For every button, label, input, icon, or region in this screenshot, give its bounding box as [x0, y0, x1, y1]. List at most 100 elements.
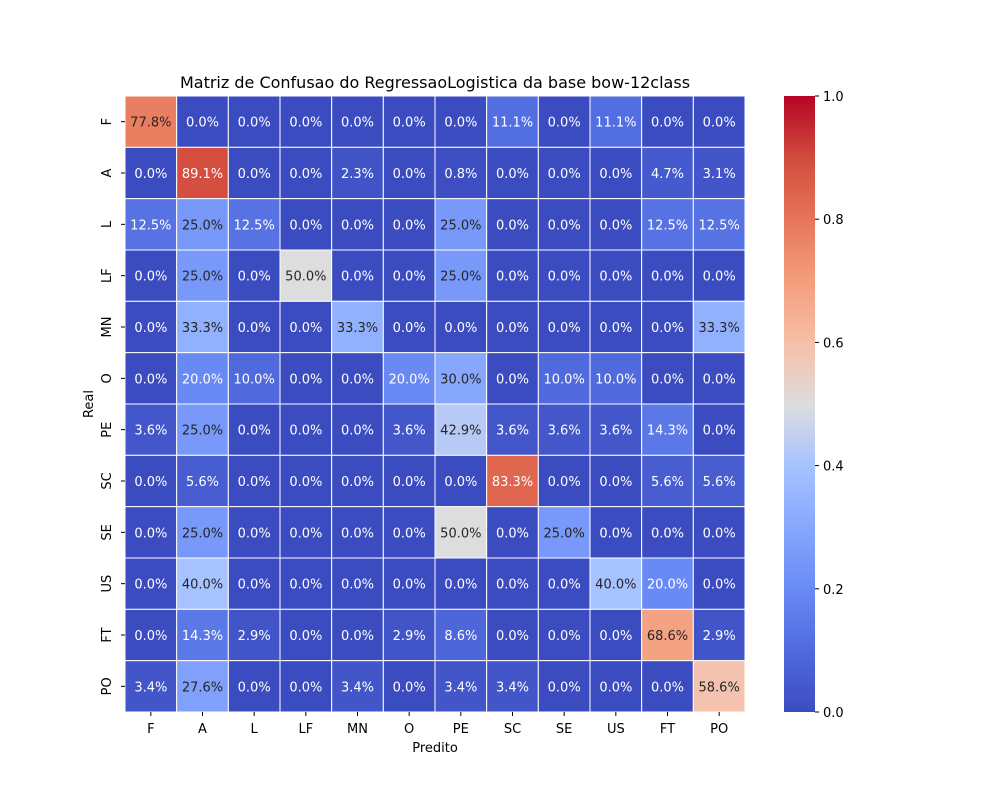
- heatmap-cell: [641, 454, 694, 508]
- x-tick-label: F: [147, 722, 154, 737]
- cell-value-label: 0.0%: [444, 475, 477, 490]
- cell-value-label: 0.0%: [444, 578, 477, 593]
- cell-value-label: 0.0%: [393, 578, 426, 593]
- heatmap-cell: [692, 454, 746, 508]
- heatmap-cell: [227, 660, 281, 713]
- heatmap-cell: [641, 506, 694, 559]
- cell-value-label: 0.0%: [548, 218, 581, 233]
- cell-value-label: 0.0%: [289, 116, 322, 131]
- heatmap-cell: [227, 454, 281, 508]
- heatmap-cell: [486, 300, 539, 354]
- cell-value-label: 0.0%: [238, 526, 271, 541]
- cell-value-label: 20.0%: [182, 372, 223, 387]
- heatmap-cell: [434, 198, 488, 251]
- cell-value-label: 3.6%: [134, 424, 167, 439]
- cell-value-label: 0.0%: [289, 526, 322, 541]
- heatmap-cell: [641, 557, 694, 610]
- heatmap-cell: [279, 608, 333, 662]
- cell-value-label: 3.4%: [134, 680, 167, 695]
- cell-value-label: 0.0%: [548, 578, 581, 593]
- cell-value-label: 0.0%: [238, 116, 271, 131]
- cell-value-label: 0.0%: [289, 475, 322, 490]
- cell-value-label: 0.0%: [289, 424, 322, 439]
- cell-value-label: 2.3%: [341, 167, 374, 182]
- cell-value-label: 0.0%: [341, 475, 374, 490]
- cell-value-label: 0.8%: [444, 167, 477, 182]
- heatmap-cell: [434, 249, 488, 302]
- cell-value-label: 0.0%: [238, 270, 271, 285]
- heatmap-cell: [382, 403, 436, 456]
- cell-value-label: 3.4%: [496, 680, 529, 695]
- y-tick-label: O: [100, 373, 115, 383]
- heatmap-cell: [331, 557, 384, 610]
- colorbar-tick-label: 0.4: [823, 460, 844, 475]
- x-tick-label: US: [607, 722, 625, 737]
- cell-value-label: 83.3%: [492, 475, 533, 490]
- heatmap-cell: [124, 352, 178, 405]
- cell-value-label: 50.0%: [285, 270, 326, 285]
- cell-value-label: 0.0%: [703, 526, 736, 541]
- cell-value-label: 10.0%: [595, 372, 636, 387]
- heatmap-cell: [176, 146, 229, 200]
- heatmap-cell: [692, 608, 746, 662]
- heatmap-cell: [124, 454, 178, 508]
- heatmap-cell: [692, 557, 746, 610]
- y-tick-label: PO: [100, 677, 115, 695]
- cell-value-label: 0.0%: [599, 167, 632, 182]
- cell-value-label: 0.0%: [238, 578, 271, 593]
- cell-value-label: 12.5%: [699, 218, 740, 233]
- heatmap-cell: [692, 506, 746, 559]
- cell-value-label: 0.0%: [393, 218, 426, 233]
- cell-value-label: 0.0%: [289, 629, 322, 644]
- heatmap-cell: [382, 506, 436, 559]
- cell-value-label: 0.0%: [599, 680, 632, 695]
- heatmap-cell: [227, 249, 281, 302]
- heatmap-cell: [382, 608, 436, 662]
- cell-value-label: 3.6%: [548, 424, 581, 439]
- heatmap-cell: [124, 300, 178, 354]
- cell-value-label: 0.0%: [341, 629, 374, 644]
- heatmap-cell: [279, 146, 333, 200]
- y-tick-label: PE: [100, 422, 115, 438]
- heatmap-cell: [434, 557, 488, 610]
- heatmap-cell: [176, 660, 229, 713]
- cell-value-label: 0.0%: [496, 578, 529, 593]
- cell-value-label: 2.9%: [393, 629, 426, 644]
- cell-value-label: 0.0%: [393, 475, 426, 490]
- heatmap-cell: [227, 300, 281, 354]
- x-tick-label: LF: [298, 722, 313, 737]
- heatmap-cell: [227, 198, 281, 251]
- heatmap-cell: [124, 506, 178, 559]
- cell-value-label: 0.0%: [393, 116, 426, 131]
- cell-value-label: 11.1%: [595, 116, 636, 131]
- x-tick-label: MN: [347, 722, 368, 737]
- cell-value-label: 89.1%: [182, 167, 223, 182]
- cell-value-label: 12.5%: [234, 218, 275, 233]
- cell-value-label: 14.3%: [647, 424, 688, 439]
- heatmap-cell: [434, 454, 488, 508]
- y-tick-label: A: [100, 168, 115, 177]
- heatmap-cell: [124, 608, 178, 662]
- heatmap-cell: [434, 660, 488, 713]
- cell-value-label: 0.0%: [703, 372, 736, 387]
- cell-value-label: 5.6%: [651, 475, 684, 490]
- y-tick-label: L: [100, 220, 115, 228]
- heatmap-cell: [227, 506, 281, 559]
- cell-value-label: 30.0%: [440, 372, 481, 387]
- cell-value-label: 33.3%: [699, 321, 740, 336]
- heatmap-cell: [331, 198, 384, 251]
- heatmap-cell: [434, 146, 488, 200]
- heatmap-cell: [382, 352, 436, 405]
- cell-value-label: 0.0%: [393, 526, 426, 541]
- heatmap-cell: [641, 249, 694, 302]
- heatmap-cell: [331, 146, 384, 200]
- cell-value-label: 20.0%: [389, 372, 430, 387]
- heatmap-cell: [486, 557, 539, 610]
- cell-value-label: 0.0%: [134, 372, 167, 387]
- cell-value-label: 0.0%: [599, 629, 632, 644]
- x-tick-label: O: [404, 722, 414, 737]
- cell-value-label: 0.0%: [548, 270, 581, 285]
- heatmap-cell: [692, 352, 746, 405]
